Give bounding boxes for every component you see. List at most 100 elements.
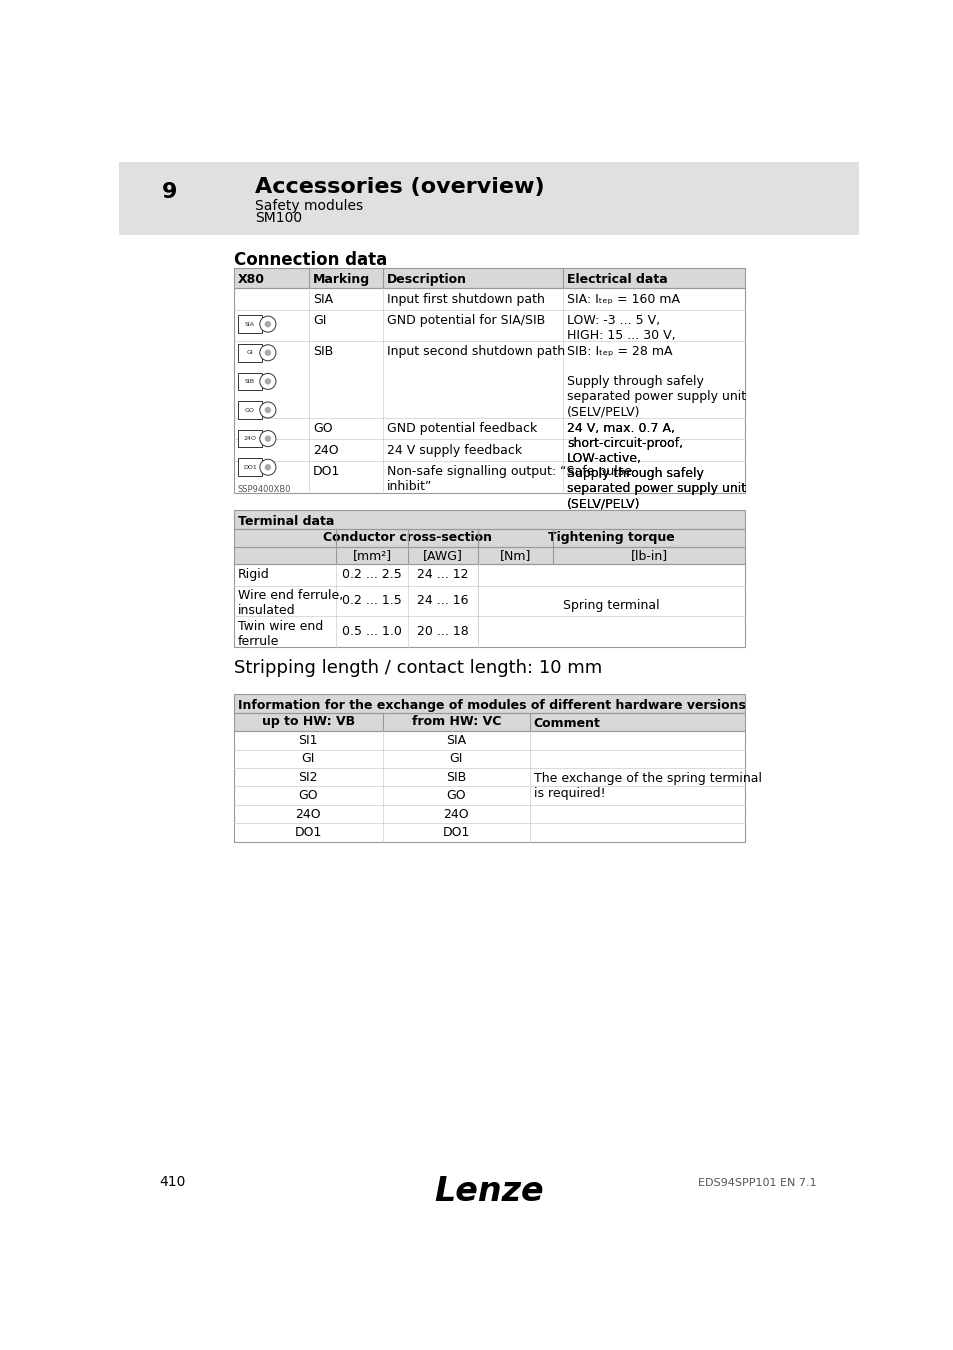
Bar <box>237 344 261 362</box>
Text: SIA: SIA <box>446 734 466 747</box>
Bar <box>237 459 261 477</box>
Text: Information for the exchange of modules of different hardware versions: Information for the exchange of modules … <box>237 699 745 711</box>
Circle shape <box>259 431 275 447</box>
Text: 410: 410 <box>159 1174 186 1188</box>
Text: GO: GO <box>313 423 333 435</box>
Text: [AWG]: [AWG] <box>423 549 462 562</box>
Bar <box>233 617 744 647</box>
Text: up to HW: VB: up to HW: VB <box>261 716 355 728</box>
Bar <box>233 749 744 768</box>
Text: SIB: SIB <box>313 346 333 358</box>
Text: GO: GO <box>298 790 318 802</box>
Text: [lb-in]: [lb-in] <box>630 549 667 562</box>
Text: DO1: DO1 <box>313 466 340 478</box>
Bar <box>237 401 261 418</box>
Text: 24 V, max. 0.7 A,
short-circuit-proof,
LOW-active,
Supply through safely
separat: 24 V, max. 0.7 A, short-circuit-proof, L… <box>567 423 745 510</box>
Text: Wire end ferrule,
insulated: Wire end ferrule, insulated <box>237 590 343 617</box>
Bar <box>233 824 744 842</box>
Text: X80: X80 <box>237 273 265 286</box>
Bar <box>237 373 261 390</box>
Text: Non-safe signalling output: “Safe pulse
inhibit”: Non-safe signalling output: “Safe pulse … <box>386 466 631 493</box>
Text: GI: GI <box>313 315 326 328</box>
Bar <box>237 373 261 390</box>
Circle shape <box>264 350 271 356</box>
Bar <box>237 316 261 333</box>
Text: DO1: DO1 <box>243 464 256 470</box>
Text: Conductor cross-section: Conductor cross-section <box>322 532 491 544</box>
Text: 24O: 24O <box>313 444 338 456</box>
Text: SIB: SIB <box>446 771 466 784</box>
Text: Stripping length / contact length: 10 mm: Stripping length / contact length: 10 mm <box>233 659 601 678</box>
Text: LOW: -3 ... 5 V,
HIGH: 15 ... 30 V,: LOW: -3 ... 5 V, HIGH: 15 ... 30 V, <box>567 315 675 343</box>
Text: Input second shutdown path: Input second shutdown path <box>386 346 564 358</box>
Text: 0.5 ... 1.0: 0.5 ... 1.0 <box>342 625 402 639</box>
Bar <box>233 439 744 460</box>
Text: GI: GI <box>449 752 462 765</box>
Bar <box>237 429 261 447</box>
Bar <box>233 713 744 732</box>
Text: GO: GO <box>446 790 466 802</box>
Text: The exchange of the spring terminal
is required!: The exchange of the spring terminal is r… <box>534 772 761 799</box>
Bar <box>233 732 744 749</box>
Bar <box>233 586 744 617</box>
Text: GO: GO <box>245 408 254 413</box>
Text: SIB: Iₜₑₚ = 28 mA

Supply through safely
separated power supply unit
(SELV/PELV): SIB: Iₜₑₚ = 28 mA Supply through safely … <box>567 346 745 418</box>
Text: Input first shutdown path: Input first shutdown path <box>386 293 544 306</box>
Text: 9: 9 <box>162 182 177 202</box>
Text: 24 ... 12: 24 ... 12 <box>417 568 469 582</box>
Circle shape <box>264 406 271 413</box>
Text: 24 V, max. 0.7 A,
short-circuit-proof,
LOW-active,
Supply through safely
separat: 24 V, max. 0.7 A, short-circuit-proof, L… <box>567 423 745 510</box>
Bar <box>233 547 744 564</box>
Text: SI1: SI1 <box>298 734 317 747</box>
Text: 24O: 24O <box>295 807 321 821</box>
Bar <box>233 713 744 732</box>
Bar <box>233 510 744 528</box>
Bar <box>233 547 744 564</box>
Text: Comment: Comment <box>534 717 600 730</box>
Bar <box>237 344 261 362</box>
Text: Terminal data: Terminal data <box>237 514 334 528</box>
Text: 0.2 ... 1.5: 0.2 ... 1.5 <box>342 594 402 608</box>
Text: 24 ... 16: 24 ... 16 <box>417 594 469 608</box>
Text: from HW: VC: from HW: VC <box>412 716 500 728</box>
Text: Connection data: Connection data <box>233 251 387 269</box>
Text: Lenze: Lenze <box>434 1174 543 1207</box>
Bar <box>233 805 744 823</box>
Circle shape <box>264 436 271 441</box>
Bar <box>233 269 744 289</box>
Text: SSP9400XB0: SSP9400XB0 <box>237 486 291 494</box>
Text: SM100: SM100 <box>254 211 302 224</box>
Circle shape <box>259 316 275 332</box>
Text: 24O: 24O <box>243 436 256 441</box>
Text: Marking: Marking <box>313 273 370 286</box>
Text: GND potential for SIA/SIB: GND potential for SIA/SIB <box>386 315 544 328</box>
Text: Tightening torque: Tightening torque <box>548 532 675 544</box>
Bar <box>233 694 744 713</box>
Bar <box>233 564 744 586</box>
Text: SI2: SI2 <box>298 771 317 784</box>
Text: 24O: 24O <box>443 807 469 821</box>
Bar <box>237 316 261 333</box>
Text: Accessories (overview): Accessories (overview) <box>254 177 544 197</box>
Circle shape <box>259 459 275 475</box>
Text: [Nm]: [Nm] <box>499 549 531 562</box>
Bar <box>237 429 261 447</box>
Text: SIA: Iₜₑₚ = 160 mA: SIA: Iₜₑₚ = 160 mA <box>567 293 679 306</box>
Bar <box>233 510 744 528</box>
Text: Rigid: Rigid <box>237 568 270 580</box>
Bar <box>233 417 744 439</box>
Text: GI: GI <box>246 350 253 355</box>
Bar <box>233 460 744 493</box>
Circle shape <box>264 378 271 385</box>
Circle shape <box>259 374 275 389</box>
Text: 0.2 ... 2.5: 0.2 ... 2.5 <box>342 568 402 582</box>
Bar <box>233 289 744 493</box>
Bar <box>233 564 744 647</box>
Bar <box>233 340 744 417</box>
Bar <box>233 528 744 547</box>
Text: Safety modules: Safety modules <box>254 198 363 213</box>
Text: Electrical data: Electrical data <box>567 273 667 286</box>
Text: EDS94SPP101 EN 7.1: EDS94SPP101 EN 7.1 <box>698 1177 816 1188</box>
Text: GND potential feedback: GND potential feedback <box>386 423 537 435</box>
Bar <box>237 401 261 418</box>
